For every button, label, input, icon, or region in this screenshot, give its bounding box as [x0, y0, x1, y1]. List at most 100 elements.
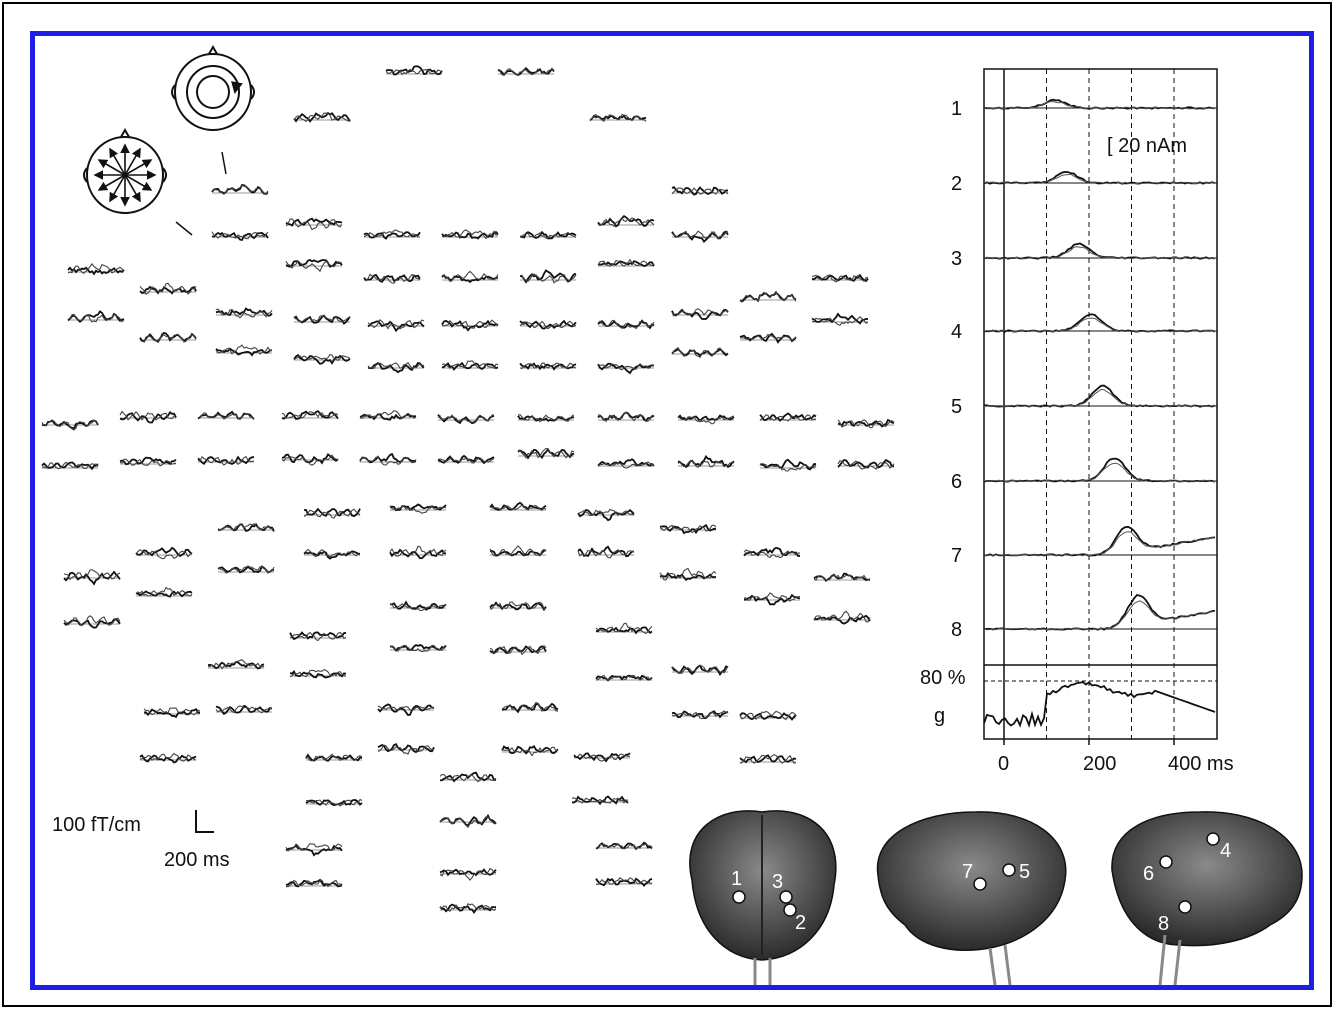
- sensor-trace: [671, 346, 729, 359]
- sensor-trace: [363, 273, 421, 284]
- brain-source-label: 5: [1019, 861, 1030, 883]
- source-number-label: 3: [951, 248, 962, 270]
- sensor-trace: [677, 414, 735, 425]
- sensor-trace: [595, 622, 653, 635]
- source-waveform: [984, 317, 1216, 333]
- sensor-trace: [597, 362, 655, 375]
- source-waveform: [983, 98, 1216, 110]
- sensor-trace: [305, 798, 363, 807]
- source-number-label: 2: [951, 173, 962, 195]
- source-waveform: [983, 457, 1216, 483]
- sensor-trace: [577, 545, 635, 559]
- goodness-symbol: g: [934, 705, 945, 727]
- source-waveform: [983, 384, 1216, 408]
- sensor-trace: [671, 186, 729, 196]
- brain-source-label: 2: [795, 912, 806, 934]
- brain-source-label: 1: [731, 868, 742, 890]
- sensor-trace: [289, 669, 347, 679]
- sensor-trace: [285, 259, 343, 273]
- sensor-trace: [811, 273, 869, 283]
- sensor-trace: [207, 659, 265, 670]
- pointer-line: [175, 221, 193, 236]
- sensor-waveform-array: [41, 65, 895, 914]
- sensor-trace: [739, 710, 797, 721]
- sensor-trace: [389, 600, 447, 612]
- sensor-trace: [41, 461, 99, 471]
- source-waveform: [983, 388, 1216, 408]
- sensor-trace: [281, 453, 339, 466]
- figure-frame: [30, 31, 1314, 990]
- sensor-trace: [489, 601, 547, 612]
- sensor-trace: [293, 353, 351, 365]
- sensor-trace: [143, 707, 201, 719]
- sensor-trace: [41, 419, 99, 431]
- pointer-line: [221, 151, 227, 175]
- sensor-trace: [217, 565, 275, 574]
- sensor-trace: [739, 332, 797, 344]
- sensor-trace: [813, 572, 871, 583]
- sensor-trace: [119, 410, 177, 424]
- sensor-trace: [367, 361, 425, 374]
- sensor-trace: [67, 310, 125, 323]
- sensor-trace: [281, 410, 339, 420]
- sensor-trace: [377, 703, 435, 716]
- sensor-trace: [519, 269, 577, 284]
- sensor-trace: [389, 643, 447, 653]
- x-tick-label: 200: [1083, 753, 1116, 775]
- sensor-trace: [489, 501, 547, 512]
- amplitude-scale-label: [ 20 nAm: [1107, 135, 1187, 157]
- radial-arrows-head-icon: [83, 127, 167, 214]
- sensor-trace: [739, 753, 797, 764]
- sensor-trace: [577, 508, 635, 522]
- sensor-trace: [595, 877, 653, 887]
- sensor-trace: [597, 458, 655, 469]
- sensor-trace: [389, 545, 447, 560]
- sensor-trace: [759, 458, 817, 472]
- sensor-trace: [441, 319, 499, 332]
- sensor-trace: [671, 664, 729, 676]
- sensor-trace: [497, 66, 555, 77]
- sensor-trace: [597, 319, 655, 330]
- sensor-trace: [759, 412, 817, 422]
- source-number-label: 6: [951, 471, 962, 493]
- sensor-trace: [743, 546, 801, 559]
- sensor-trace: [597, 214, 655, 228]
- sensor-trace: [517, 447, 575, 460]
- sensor-trace: [519, 319, 577, 330]
- source-waveform: [983, 100, 1216, 110]
- sensor-trace: [659, 523, 717, 535]
- brain-right-lateral-view: 7 5: [876, 811, 1067, 986]
- brain-source-label: 3: [772, 871, 783, 893]
- brain-source-label: 8: [1158, 913, 1169, 935]
- sensor-trace: [671, 230, 729, 244]
- sensor-trace: [119, 456, 177, 467]
- time-scale-label: 200 ms: [164, 849, 230, 871]
- scale-bar: 100 fT/cm 200 ms: [52, 810, 230, 871]
- sensor-trace: [285, 217, 343, 231]
- brain-source-label: 7: [962, 861, 973, 883]
- brain-source-label: 6: [1143, 863, 1154, 885]
- source-number-label: 7: [951, 545, 962, 567]
- sensor-trace: [437, 414, 495, 425]
- sensor-trace: [135, 546, 193, 560]
- source-waveform-panel: 1 2 3 4 5 6 7 8 [ 20 nAm 80 % g 0 200 400 ms: [920, 68, 1234, 775]
- amplitude-scale-label: 100 fT/cm: [52, 814, 141, 836]
- sensor-trace: [677, 454, 735, 469]
- sensor-trace: [359, 452, 417, 466]
- sensor-trace: [367, 319, 425, 333]
- source-waveform: [983, 246, 1216, 260]
- sensor-trace: [303, 507, 361, 519]
- sensor-trace: [293, 111, 351, 123]
- source-number-label: 8: [951, 619, 962, 641]
- sensor-trace: [519, 362, 577, 371]
- source-waveform: [983, 600, 1216, 631]
- sensor-trace: [595, 841, 653, 851]
- sensor-trace: [67, 262, 125, 276]
- sensor-trace: [215, 704, 273, 716]
- sensor-trace: [289, 631, 347, 642]
- sensor-trace: [501, 744, 559, 757]
- goodness-percent-label: 80 %: [920, 667, 966, 689]
- x-tick-label: 0: [998, 753, 1009, 775]
- source-waveform: [983, 594, 1216, 631]
